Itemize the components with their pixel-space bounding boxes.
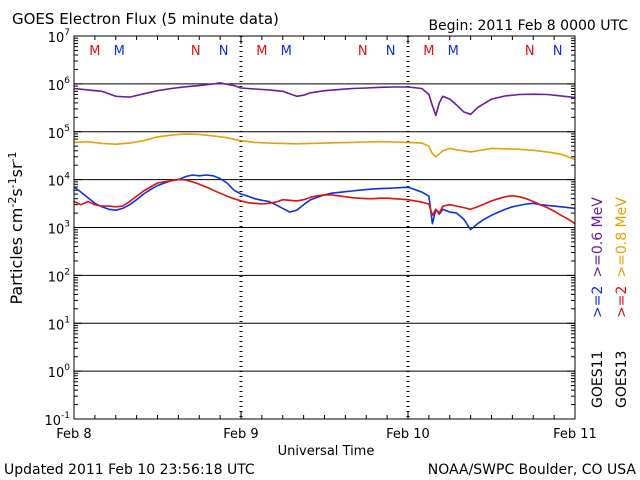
y-tick-exp: 1 bbox=[64, 315, 70, 325]
legend-item: >=2 bbox=[614, 286, 630, 318]
y-tick-exp: 2 bbox=[64, 267, 70, 277]
series-line-1 bbox=[73, 82, 576, 117]
marker-m: M bbox=[256, 44, 267, 59]
series-line-3 bbox=[73, 174, 576, 231]
series-line-2 bbox=[73, 133, 576, 161]
x-tick-label: Feb 8 bbox=[56, 427, 91, 442]
ylabel-exp-2: -1 bbox=[6, 177, 19, 188]
y-tick-label: 105 bbox=[48, 124, 70, 142]
y-tick-exp: 6 bbox=[64, 76, 70, 86]
legend-item: >=0.8 MeV bbox=[614, 197, 630, 278]
legend-item: >=2 bbox=[590, 286, 606, 318]
y-tick-base: 10 bbox=[48, 318, 65, 333]
marker-m: M bbox=[423, 44, 434, 59]
y-tick-label: 107 bbox=[48, 28, 70, 46]
marker-m: M bbox=[114, 44, 125, 59]
x-tick-labels: Feb 8 Feb 9 Feb 10 Feb 11 bbox=[56, 427, 597, 442]
ylabel-exp-1: -2 bbox=[6, 197, 19, 208]
source-credit: NOAA/SWPC Boulder, CO USA bbox=[428, 462, 637, 478]
legend-items: >=2 >=0.8 MeV bbox=[614, 197, 630, 318]
plot-frame bbox=[73, 35, 576, 420]
y-tick-label: 101 bbox=[48, 315, 70, 333]
gridlines bbox=[74, 35, 575, 420]
marker-n: N bbox=[553, 44, 563, 59]
y-tick-base: 10 bbox=[48, 31, 65, 46]
y-tick-base: 10 bbox=[48, 175, 65, 190]
x-tick-label: Feb 10 bbox=[386, 427, 430, 442]
y-tick-exp: 0 bbox=[64, 363, 70, 373]
ylabel-part-1: Particles cm bbox=[7, 208, 26, 305]
day-boundary-marks bbox=[73, 36, 576, 419]
marker-m: M bbox=[89, 44, 100, 59]
y-tick-label: 100 bbox=[48, 363, 71, 381]
x-tick-label: Feb 9 bbox=[223, 427, 258, 442]
marker-n: N bbox=[219, 44, 229, 59]
y-tick-label: 102 bbox=[48, 267, 70, 285]
begin-time: Begin: 2011 Feb 8 0000 UTC bbox=[428, 18, 628, 34]
y-tick-label: 103 bbox=[48, 220, 70, 238]
marker-n: N bbox=[525, 44, 535, 59]
legend-satellite: GOES13 bbox=[614, 351, 630, 408]
legend: GOES11 >=2 >=0.6 MeV GOES13 >=2 >=0.8 MeV bbox=[590, 197, 630, 408]
legend-items: >=2 >=0.6 MeV bbox=[590, 197, 606, 318]
y-tick-label: 10-1 bbox=[44, 411, 70, 429]
y-tick-base: 10 bbox=[44, 414, 61, 429]
series-line-4 bbox=[73, 178, 576, 225]
chart-title: GOES Electron Flux (5 minute data) bbox=[12, 10, 279, 28]
marker-m: M bbox=[448, 44, 459, 59]
x-axis-label: Universal Time bbox=[278, 444, 375, 459]
y-tick-exp: 3 bbox=[64, 220, 70, 230]
marker-m: M bbox=[281, 44, 292, 59]
marker-n: N bbox=[386, 44, 396, 59]
marker-n: N bbox=[358, 44, 368, 59]
y-tick-label: 106 bbox=[48, 76, 71, 94]
y-tick-base: 10 bbox=[48, 270, 65, 285]
ylabel-part-2: s bbox=[7, 188, 26, 196]
ylabel-exp-3: -1 bbox=[6, 151, 19, 162]
y-tick-base: 10 bbox=[48, 223, 65, 238]
y-tick-base: 10 bbox=[48, 79, 65, 94]
ylabel-part-3: sr bbox=[7, 162, 26, 177]
y-tick-base: 10 bbox=[48, 127, 65, 142]
y-tick-exp: -1 bbox=[61, 411, 70, 421]
marker-n: N bbox=[191, 44, 201, 59]
y-tick-label: 104 bbox=[48, 172, 71, 190]
y-tick-base: 10 bbox=[48, 366, 65, 381]
y-tick-exp: 7 bbox=[64, 28, 70, 38]
data-series bbox=[73, 82, 576, 231]
y-tick-exp: 5 bbox=[64, 124, 70, 134]
x-tick-label: Feb 11 bbox=[553, 427, 597, 442]
y-tick-exp: 4 bbox=[64, 172, 70, 182]
y-axis-label: Particles cm-2s-1sr-1 bbox=[6, 151, 26, 304]
legend-satellite: GOES11 bbox=[590, 351, 606, 408]
legend-item: >=0.6 MeV bbox=[590, 197, 606, 278]
updated-timestamp: Updated 2011 Feb 10 23:56:18 UTC bbox=[4, 462, 255, 478]
